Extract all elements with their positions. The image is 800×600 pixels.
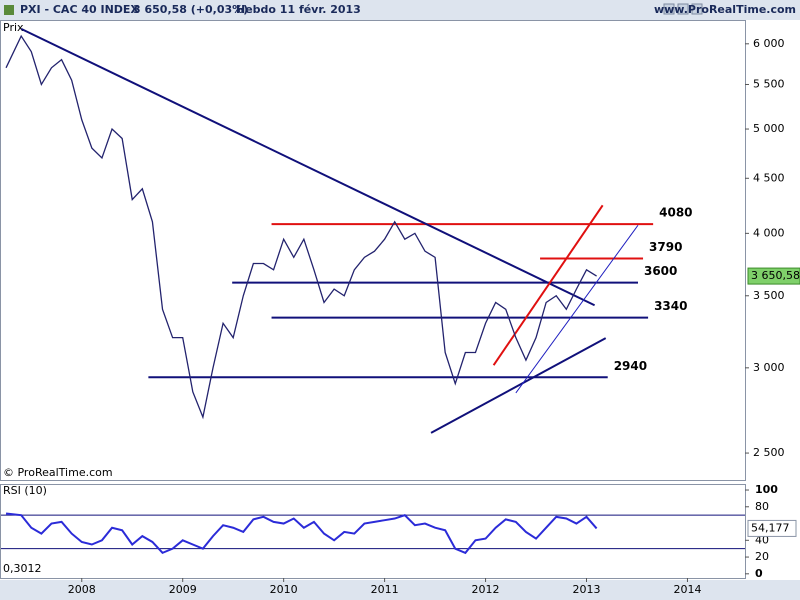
level-label: 3340 bbox=[654, 299, 687, 313]
x-axis-bar bbox=[0, 580, 800, 600]
button[interactable] bbox=[691, 3, 703, 15]
trendline bbox=[430, 337, 607, 434]
price-label: Prix bbox=[3, 21, 24, 34]
rsi-last-box bbox=[747, 519, 797, 537]
trendline bbox=[20, 27, 596, 307]
x-tick-label: 2011 bbox=[371, 583, 399, 596]
header-icon bbox=[4, 5, 14, 15]
y-tick-label: 5 000 bbox=[753, 122, 785, 135]
y-tick-label: 4 500 bbox=[753, 171, 785, 184]
x-tick-label: 2008 bbox=[68, 583, 96, 596]
x-tick-label: 2012 bbox=[472, 583, 500, 596]
period: Hebdo 11 févr. 2013 bbox=[236, 3, 361, 16]
button[interactable] bbox=[663, 3, 675, 15]
trendline bbox=[492, 204, 604, 366]
price-panel bbox=[0, 20, 746, 481]
y-tick-label: 5 500 bbox=[753, 77, 785, 90]
y-tick-label: 6 000 bbox=[753, 37, 785, 50]
rsi-tick-label: 100 bbox=[755, 483, 778, 496]
window-buttons[interactable] bbox=[663, 3, 703, 15]
y-tick-label: 3 500 bbox=[753, 289, 785, 302]
header-bar bbox=[0, 0, 800, 20]
x-tick-label: 2009 bbox=[169, 583, 197, 596]
rsi-line bbox=[5, 512, 598, 555]
x-tick-label: 2013 bbox=[573, 583, 601, 596]
x-tick-label: 2014 bbox=[673, 583, 701, 596]
chart-subtitle: 3 650,58 (+0,03%) bbox=[133, 3, 248, 16]
trendline bbox=[515, 224, 639, 394]
rsi-tick-label: 80 bbox=[755, 500, 769, 513]
level-label: 3600 bbox=[644, 264, 677, 278]
rsi-panel bbox=[0, 484, 746, 579]
last-price-label: 3 650,58 bbox=[751, 269, 800, 282]
y-tick-label: 2 500 bbox=[753, 446, 785, 459]
x-tick-label: 2010 bbox=[270, 583, 298, 596]
rsi-note: 0,3012 bbox=[3, 562, 42, 575]
copyright: © ProRealTime.com bbox=[3, 466, 113, 479]
chart-title: PXI - CAC 40 INDEX bbox=[20, 3, 139, 16]
level-label: 2940 bbox=[614, 359, 647, 373]
button[interactable] bbox=[677, 3, 689, 15]
rsi-last-label: 54,177 bbox=[751, 521, 790, 534]
price-line bbox=[5, 34, 597, 420]
rsi-tick-label: 0 bbox=[755, 567, 763, 580]
rsi-tick-label: 20 bbox=[755, 550, 769, 563]
level-label: 3790 bbox=[649, 240, 682, 254]
website: www.ProRealTime.com bbox=[654, 3, 796, 16]
last-price-box bbox=[747, 267, 800, 285]
y-tick-label: 4 000 bbox=[753, 226, 785, 239]
level-label: 4080 bbox=[659, 206, 692, 220]
y-tick-label: 3 000 bbox=[753, 361, 785, 374]
rsi-label: RSI (10) bbox=[3, 484, 47, 497]
